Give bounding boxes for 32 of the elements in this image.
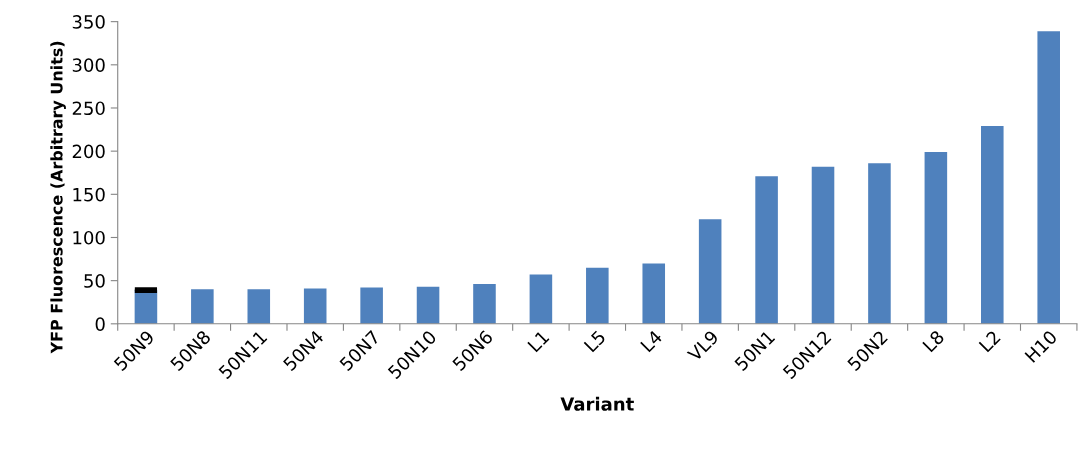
bar [1037, 31, 1060, 324]
y-tick-label: 200 [72, 144, 105, 159]
x-tick-label: L5 [583, 330, 607, 353]
y-tick-label: 0 [95, 317, 105, 331]
bar [473, 284, 496, 324]
y-tick-label: 350 [72, 15, 105, 29]
x-tick-label: L8 [922, 329, 945, 353]
bar [755, 176, 778, 324]
bar [303, 288, 327, 324]
bar [981, 126, 1004, 324]
x-tick-label: L1 [527, 330, 550, 353]
y-tick-label: 150 [73, 187, 105, 202]
bar [416, 286, 440, 324]
bar [586, 267, 609, 324]
bar [529, 274, 553, 324]
bar [191, 289, 214, 324]
y-tick-label: 100 [73, 230, 105, 245]
x-tick-label: VL9 [686, 329, 720, 363]
bar [811, 166, 835, 324]
bar [698, 219, 722, 324]
x-tick-label: L2 [978, 330, 1001, 353]
bar [868, 163, 891, 324]
bar [360, 287, 383, 324]
bar [247, 289, 271, 324]
y-tick-label: 250 [72, 101, 105, 116]
x-tick-label: L4 [640, 329, 663, 353]
y-tick-label: 50 [84, 274, 105, 288]
y-tick-label: 300 [72, 58, 105, 72]
bar [642, 263, 666, 324]
x-axis-title: Variant [560, 396, 634, 411]
bar [924, 152, 948, 324]
y-axis-title: YFP Fluorescence (Arbitrary Units) [50, 41, 66, 354]
